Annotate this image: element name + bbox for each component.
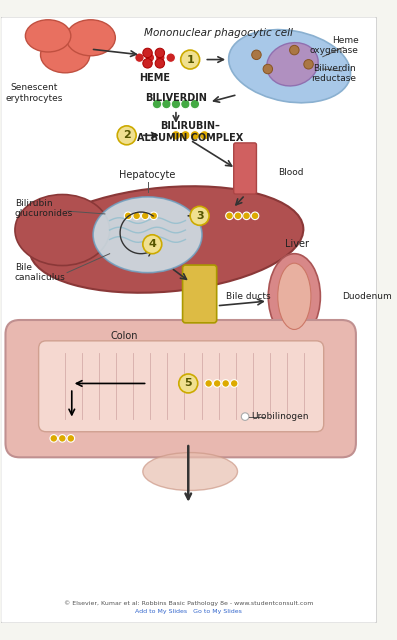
Circle shape <box>50 435 58 442</box>
Text: Bile
canaliculus: Bile canaliculus <box>15 263 66 282</box>
Ellipse shape <box>93 197 202 273</box>
Circle shape <box>155 59 165 68</box>
Circle shape <box>213 380 221 387</box>
Text: Senescent
erythrocytes: Senescent erythrocytes <box>5 83 63 102</box>
Text: Duodenum: Duodenum <box>342 292 391 301</box>
Circle shape <box>124 212 132 220</box>
FancyBboxPatch shape <box>39 341 324 432</box>
Text: Bilirubin
glucuronides: Bilirubin glucuronides <box>15 198 73 218</box>
Ellipse shape <box>15 195 110 266</box>
Circle shape <box>133 212 141 220</box>
Circle shape <box>251 212 259 220</box>
Circle shape <box>117 126 136 145</box>
Text: Bile ducts: Bile ducts <box>226 292 271 301</box>
Circle shape <box>141 212 149 220</box>
Circle shape <box>155 48 165 58</box>
Text: Liver: Liver <box>285 239 309 249</box>
Ellipse shape <box>267 43 318 86</box>
Circle shape <box>156 53 165 62</box>
Circle shape <box>230 380 238 387</box>
Circle shape <box>190 99 200 109</box>
Ellipse shape <box>66 20 116 56</box>
Circle shape <box>200 131 209 140</box>
Circle shape <box>263 64 273 74</box>
Circle shape <box>181 99 190 109</box>
Text: 2: 2 <box>123 131 131 140</box>
Circle shape <box>166 53 175 62</box>
Circle shape <box>67 435 75 442</box>
Circle shape <box>145 53 155 62</box>
FancyBboxPatch shape <box>234 143 256 194</box>
Circle shape <box>243 212 250 220</box>
Text: HEME: HEME <box>140 73 171 83</box>
Circle shape <box>143 48 152 58</box>
Text: Colon: Colon <box>110 332 138 341</box>
Circle shape <box>181 131 190 140</box>
Circle shape <box>171 131 181 140</box>
Circle shape <box>234 212 242 220</box>
Circle shape <box>143 59 152 68</box>
Text: Hepatocyte: Hepatocyte <box>119 170 176 180</box>
Circle shape <box>190 131 200 140</box>
Circle shape <box>162 99 171 109</box>
FancyBboxPatch shape <box>1 17 377 623</box>
Ellipse shape <box>25 20 71 52</box>
Text: BILIVERDIN: BILIVERDIN <box>145 93 207 102</box>
Circle shape <box>252 50 261 60</box>
Text: Mononuclear phagocytic cell: Mononuclear phagocytic cell <box>144 28 293 38</box>
Text: 1: 1 <box>186 54 194 65</box>
Circle shape <box>205 380 212 387</box>
Text: 5: 5 <box>185 378 192 388</box>
Text: Blood: Blood <box>278 168 304 177</box>
FancyBboxPatch shape <box>6 320 356 458</box>
Circle shape <box>58 435 66 442</box>
Circle shape <box>225 212 233 220</box>
Text: Heme
oxygenase: Heme oxygenase <box>310 36 359 55</box>
Ellipse shape <box>143 452 237 490</box>
Text: 3: 3 <box>196 211 203 221</box>
Circle shape <box>143 235 162 253</box>
Text: 4: 4 <box>148 239 156 249</box>
Text: Biliverdin
reductase: Biliverdin reductase <box>311 64 356 83</box>
Circle shape <box>190 206 209 225</box>
Text: BILIRUBIN–
ALBUMIN COMPLEX: BILIRUBIN– ALBUMIN COMPLEX <box>137 121 243 143</box>
Ellipse shape <box>278 263 311 330</box>
Circle shape <box>222 380 229 387</box>
Circle shape <box>135 53 144 62</box>
Circle shape <box>304 60 313 69</box>
Circle shape <box>150 212 158 220</box>
Circle shape <box>179 374 198 393</box>
Circle shape <box>152 99 162 109</box>
Circle shape <box>181 50 200 69</box>
Ellipse shape <box>30 186 303 292</box>
Text: Urobilinogen: Urobilinogen <box>251 412 309 421</box>
Text: Add to My Slides   Go to My Slides: Add to My Slides Go to My Slides <box>135 609 242 614</box>
Circle shape <box>241 413 249 420</box>
Ellipse shape <box>268 253 320 339</box>
FancyBboxPatch shape <box>183 265 217 323</box>
Circle shape <box>171 99 181 109</box>
Circle shape <box>289 45 299 55</box>
Text: © Elsevier, Kumar et al: Robbins Basic Pathology 8e - www.studentconsult.com: © Elsevier, Kumar et al: Robbins Basic P… <box>64 600 313 606</box>
Ellipse shape <box>229 29 351 103</box>
Ellipse shape <box>40 37 90 73</box>
